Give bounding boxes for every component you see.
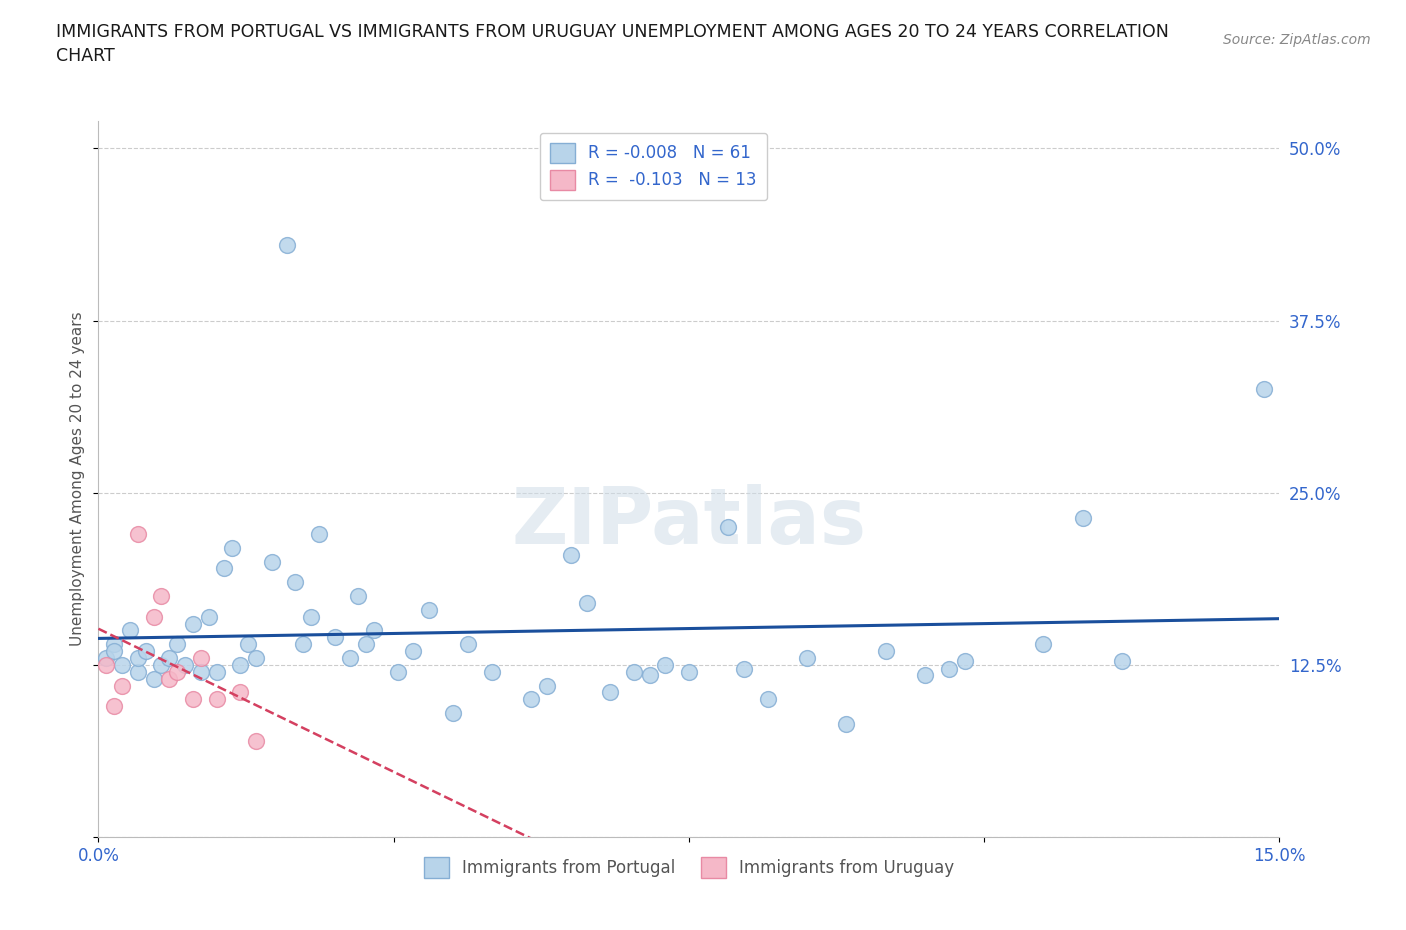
Point: [756, 692, 779, 707]
Point: [1071, 510, 1094, 525]
Point: [96, 651, 118, 666]
Point: [214, 561, 236, 576]
Point: [245, 733, 267, 748]
Point: [875, 644, 897, 658]
Point: [190, 664, 212, 679]
Point: [150, 589, 173, 604]
Point: [1111, 653, 1133, 668]
Point: [181, 616, 204, 631]
Point: [638, 667, 661, 682]
Point: [363, 623, 385, 638]
Point: [292, 637, 315, 652]
Point: [1253, 382, 1275, 397]
Point: [221, 540, 243, 555]
Point: [229, 658, 252, 672]
Point: [1032, 637, 1054, 652]
Point: [260, 554, 283, 569]
Text: ZIPatlas: ZIPatlas: [512, 484, 866, 560]
Text: Source: ZipAtlas.com: Source: ZipAtlas.com: [1223, 33, 1371, 46]
Y-axis label: Unemployment Among Ages 20 to 24 years: Unemployment Among Ages 20 to 24 years: [70, 312, 86, 646]
Point: [599, 685, 621, 700]
Point: [135, 644, 157, 658]
Point: [678, 664, 700, 679]
Point: [197, 609, 219, 624]
Point: [166, 637, 188, 652]
Point: [142, 609, 165, 624]
Point: [103, 698, 125, 713]
Point: [520, 692, 543, 707]
Point: [236, 637, 259, 652]
Point: [111, 678, 134, 693]
Point: [560, 547, 582, 562]
Point: [387, 664, 409, 679]
Point: [103, 644, 125, 658]
Point: [623, 664, 645, 679]
Point: [654, 658, 676, 672]
Point: [284, 575, 307, 590]
Point: [96, 658, 118, 672]
Point: [835, 717, 858, 732]
Point: [103, 637, 125, 652]
Point: [127, 526, 149, 541]
Point: [245, 651, 267, 666]
Point: [323, 630, 346, 644]
Point: [127, 664, 149, 679]
Point: [111, 658, 134, 672]
Point: [938, 661, 960, 676]
Point: [127, 651, 149, 666]
Point: [402, 644, 425, 658]
Point: [205, 664, 228, 679]
Point: [157, 671, 180, 686]
Point: [181, 692, 204, 707]
Point: [796, 651, 818, 666]
Point: [229, 685, 252, 700]
Text: IMMIGRANTS FROM PORTUGAL VS IMMIGRANTS FROM URUGUAY UNEMPLOYMENT AMONG AGES 20 T: IMMIGRANTS FROM PORTUGAL VS IMMIGRANTS F…: [56, 23, 1170, 65]
Point: [481, 664, 503, 679]
Point: [717, 520, 740, 535]
Point: [953, 653, 976, 668]
Point: [347, 589, 370, 604]
Point: [276, 237, 298, 252]
Point: [457, 637, 479, 652]
Point: [308, 526, 330, 541]
Point: [142, 671, 165, 686]
Point: [441, 706, 464, 721]
Point: [166, 664, 188, 679]
Point: [299, 609, 322, 624]
Point: [339, 651, 361, 666]
Point: [536, 678, 558, 693]
Point: [190, 651, 212, 666]
Point: [157, 651, 180, 666]
Point: [118, 623, 141, 638]
Point: [733, 661, 755, 676]
Point: [914, 667, 936, 682]
Point: [150, 658, 173, 672]
Point: [354, 637, 377, 652]
Point: [174, 658, 197, 672]
Legend: Immigrants from Portugal, Immigrants from Uruguay: Immigrants from Portugal, Immigrants fro…: [416, 849, 962, 886]
Point: [418, 603, 440, 618]
Point: [205, 692, 228, 707]
Point: [575, 595, 598, 610]
